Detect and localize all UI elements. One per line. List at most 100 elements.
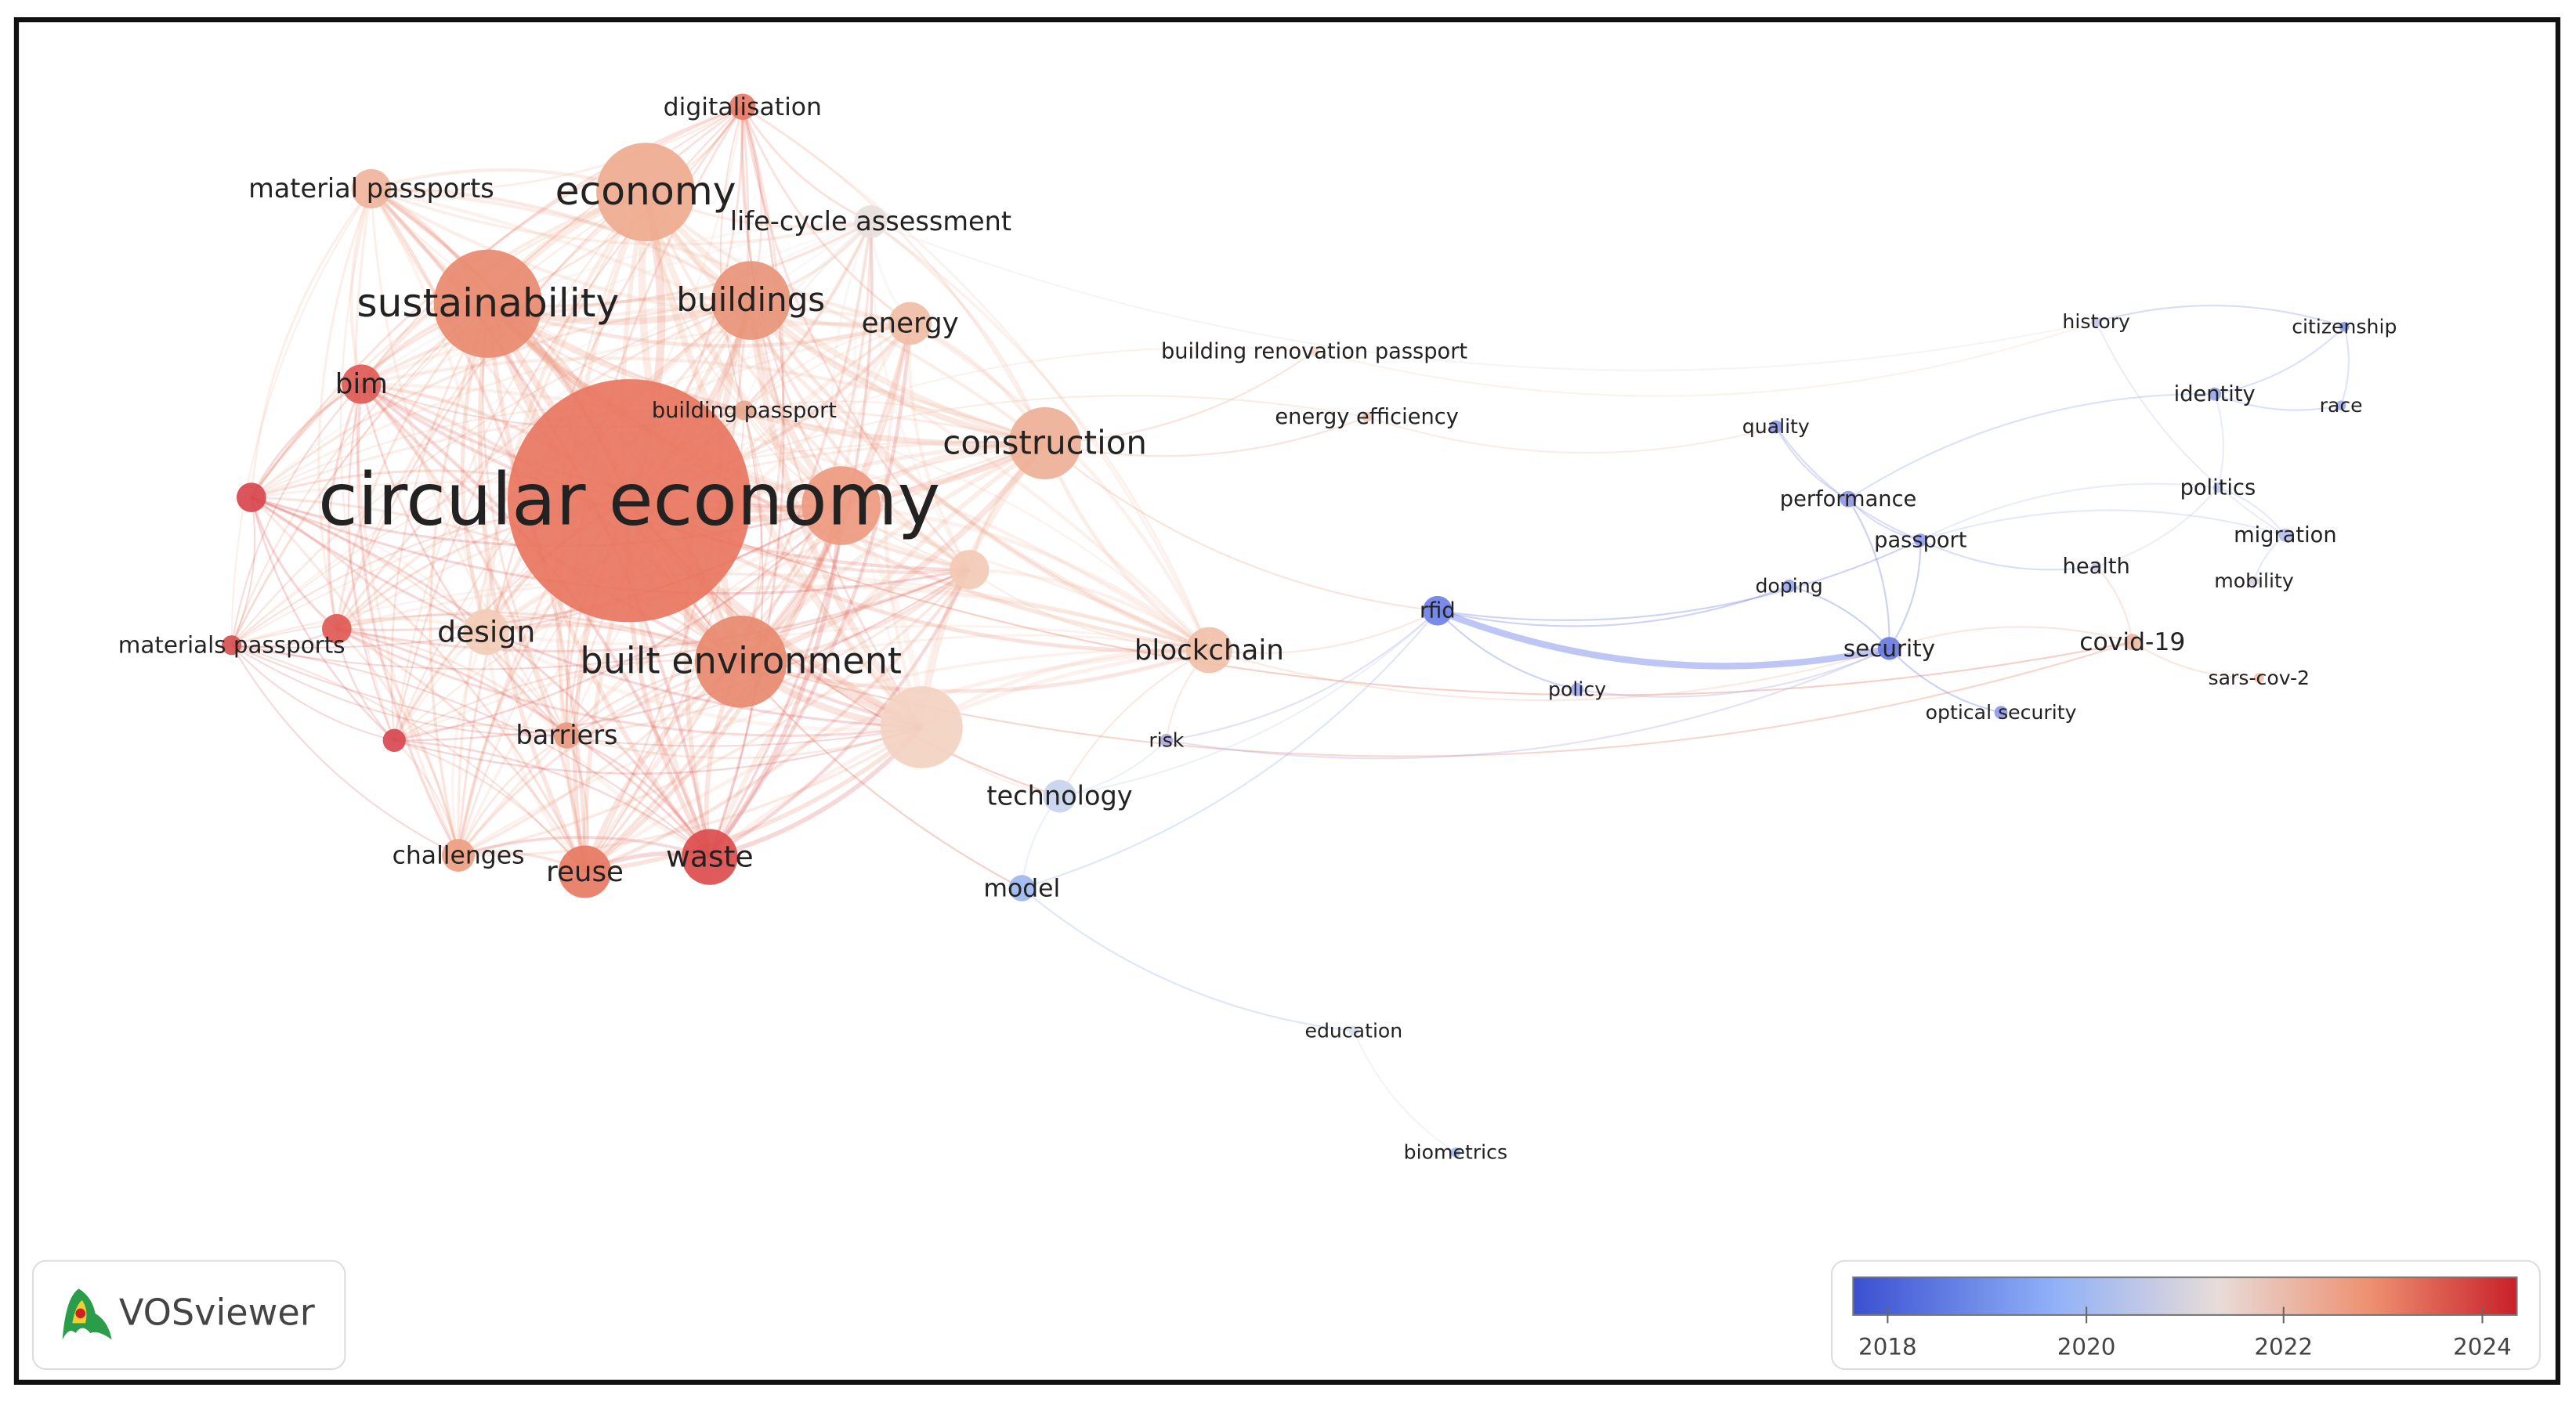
node-label: policy — [1548, 678, 1606, 701]
edge — [349, 188, 373, 385]
edge — [356, 384, 460, 856]
node — [1422, 595, 1453, 626]
edge — [1576, 647, 1890, 698]
edge — [487, 302, 911, 348]
edge — [741, 106, 911, 325]
edge — [457, 191, 647, 856]
edge — [743, 409, 1210, 651]
edge — [482, 303, 568, 736]
edge — [1888, 648, 2002, 714]
edge — [749, 299, 1210, 652]
edge — [1209, 609, 1438, 654]
node-label: sars-cov-2 — [2209, 667, 2310, 689]
edge — [1044, 416, 1368, 457]
node — [507, 379, 751, 623]
edge — [336, 568, 970, 653]
edge — [230, 497, 256, 646]
edge — [251, 496, 742, 663]
edge — [360, 383, 488, 633]
edge — [317, 188, 373, 630]
edge — [251, 321, 910, 499]
edge — [2214, 393, 2342, 411]
node — [801, 466, 881, 545]
frame — [13, 17, 2561, 1385]
legend-tick-label: 2018 — [1858, 1333, 1917, 1360]
edge — [584, 648, 1210, 873]
edge — [1919, 482, 2218, 541]
node-label: design — [437, 614, 535, 649]
edge — [250, 299, 751, 499]
node-label: history — [2062, 310, 2130, 333]
edge — [458, 836, 711, 858]
node-label: optical security — [1926, 701, 2077, 724]
node-label: materials passports — [118, 632, 346, 659]
edge — [250, 497, 338, 630]
node-label: migration — [2234, 523, 2337, 547]
node-label: energy — [862, 308, 959, 340]
edge — [335, 628, 396, 742]
edge — [1888, 540, 1922, 649]
edge — [371, 186, 1210, 652]
edge — [708, 106, 785, 858]
edge — [484, 631, 711, 859]
edge — [1044, 443, 1438, 612]
edge — [370, 187, 842, 508]
node — [236, 482, 266, 512]
node — [2335, 400, 2346, 411]
node-label: sustainability — [356, 280, 619, 326]
edge — [484, 190, 648, 633]
logo-box — [31, 1259, 346, 1371]
edge — [457, 442, 1046, 857]
node — [351, 168, 392, 209]
node-label: digitalisation — [664, 93, 822, 121]
edge — [1789, 585, 1890, 649]
edge — [394, 569, 970, 742]
edge — [583, 504, 844, 874]
node-label: circular economy — [318, 457, 940, 541]
edge — [250, 190, 646, 499]
edge — [841, 504, 1210, 652]
edge — [566, 726, 922, 760]
node — [1769, 420, 1783, 434]
node — [222, 635, 242, 656]
edge — [451, 631, 488, 856]
node-label: quality — [1742, 415, 1810, 438]
edge — [251, 496, 487, 634]
node — [888, 302, 932, 345]
edge — [644, 191, 971, 572]
edge — [390, 303, 489, 741]
edge — [742, 106, 1210, 651]
edge — [743, 322, 910, 411]
node — [2124, 634, 2141, 651]
node — [729, 93, 756, 121]
edge — [231, 618, 487, 646]
edge — [740, 106, 785, 663]
edges — [230, 105, 2350, 1154]
edge — [741, 107, 971, 571]
node — [1570, 682, 1584, 696]
edge — [1058, 649, 1210, 797]
node-label: rfid — [1420, 599, 1456, 623]
edge — [1847, 498, 1921, 541]
node-label: health — [2063, 555, 2130, 579]
node-label: construction — [942, 424, 1147, 462]
edge — [1889, 626, 2133, 649]
edge — [740, 441, 1047, 665]
edge — [336, 627, 922, 737]
edge — [1920, 509, 2286, 541]
node-label: economy — [555, 168, 736, 214]
node — [2278, 528, 2292, 542]
edge — [566, 634, 1210, 737]
edge — [394, 739, 711, 858]
edge — [1021, 610, 1438, 889]
edge — [251, 496, 568, 736]
node — [1348, 1026, 1359, 1036]
edge — [1209, 647, 1890, 702]
edge — [458, 569, 971, 857]
edge — [393, 724, 567, 742]
node-label: blockchain — [1134, 634, 1284, 667]
edge — [969, 568, 1210, 652]
